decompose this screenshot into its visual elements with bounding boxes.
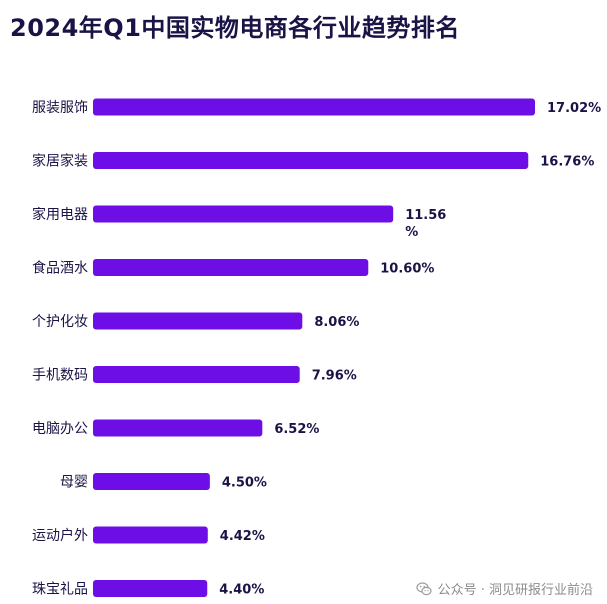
value-label: 10.60% bbox=[380, 262, 434, 277]
bar bbox=[93, 526, 208, 544]
bar bbox=[93, 98, 535, 116]
value-label: 6.52% bbox=[274, 422, 319, 437]
category-label: 珠宝礼品 bbox=[32, 582, 88, 598]
category-label: 手机数码 bbox=[32, 368, 88, 384]
category-label: 家用电器 bbox=[32, 206, 88, 223]
value-label: 4.40% bbox=[219, 583, 264, 598]
value-label: 17.02% bbox=[547, 101, 601, 116]
value-label: 4.50% bbox=[222, 476, 267, 491]
category-label: 食品酒水 bbox=[32, 260, 88, 277]
bar bbox=[93, 312, 303, 330]
watermark: 公众号 · 洞见研报行业前沿 bbox=[415, 579, 593, 598]
category-label: 家居家装 bbox=[32, 153, 88, 170]
category-label: 母婴 bbox=[60, 475, 88, 491]
value-label: 7.96% bbox=[312, 369, 357, 384]
bar bbox=[93, 419, 263, 437]
value-label: 16.76% bbox=[540, 155, 594, 170]
chart-title: 2024年Q1中国实物电商各行业趋势排名 bbox=[10, 14, 460, 42]
category-label: 运动户外 bbox=[32, 527, 88, 544]
category-label: 服装服饰 bbox=[32, 100, 88, 116]
watermark-text: 公众号 · 洞见研报行业前沿 bbox=[437, 583, 593, 598]
category-label: 个护化妆 bbox=[32, 314, 88, 330]
category-label: 电脑办公 bbox=[32, 421, 88, 437]
bar bbox=[93, 473, 210, 490]
value-label: 8.06% bbox=[314, 315, 359, 330]
bar bbox=[93, 366, 300, 383]
bar bbox=[93, 152, 529, 169]
wechat-icon bbox=[415, 581, 432, 595]
bar bbox=[93, 259, 369, 276]
bar bbox=[93, 205, 394, 223]
value-label: 4.42% bbox=[220, 529, 265, 544]
bar bbox=[93, 580, 208, 597]
value-label: 11.56% bbox=[405, 208, 446, 240]
